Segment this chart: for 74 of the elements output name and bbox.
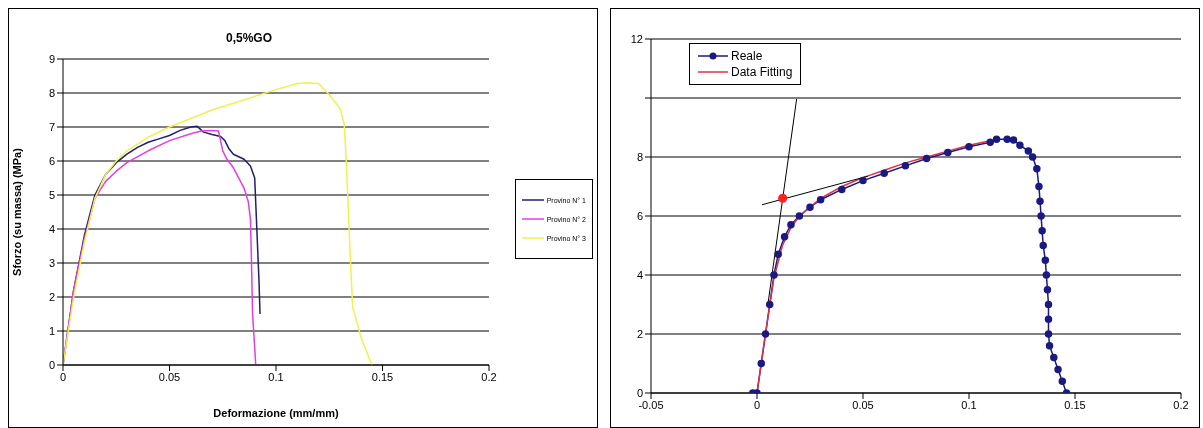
x-tick-label: 0.15 <box>371 370 394 383</box>
point <box>1016 141 1024 149</box>
point <box>795 212 804 220</box>
point <box>1054 365 1062 374</box>
y-tick-label: 2 <box>48 290 55 303</box>
point <box>1045 342 1054 350</box>
point <box>816 196 825 204</box>
y-tick-label: 4 <box>48 222 55 235</box>
y-tick-label: 8 <box>636 150 643 163</box>
point <box>1044 315 1053 323</box>
point <box>1028 153 1037 161</box>
point <box>787 221 795 229</box>
x-tick-label: -0.05 <box>638 398 664 411</box>
y-tick-label: 5 <box>48 188 55 201</box>
x-tick-label: 0.05 <box>852 398 874 411</box>
point <box>1038 227 1046 235</box>
x-tick-label: 0.1 <box>961 398 977 411</box>
point <box>901 162 910 170</box>
y-tick-label: 6 <box>48 154 55 167</box>
x-tick-label: 0.05 <box>158 370 181 383</box>
chart-title: 0,5%GO <box>225 31 273 45</box>
y-tick-label: 9 <box>48 52 55 65</box>
point <box>965 142 973 151</box>
point <box>1044 330 1053 338</box>
legend-label: Data Fitting <box>731 65 793 79</box>
point <box>1035 182 1043 191</box>
line-series <box>63 82 373 365</box>
point <box>944 148 952 157</box>
point <box>1036 197 1044 205</box>
legend-label: Reale <box>731 49 763 63</box>
y-tick-label: 4 <box>636 268 643 281</box>
point <box>761 330 770 338</box>
x-tick-label: 0 <box>753 398 761 411</box>
y-tick-label: 3 <box>48 256 55 269</box>
x-tick-label: 0.2 <box>1173 398 1189 411</box>
x-axis-title: Deformazione (mm/mm) <box>213 406 339 419</box>
y-tick-label: 12 <box>630 32 643 45</box>
point <box>1058 377 1067 385</box>
x-tick-label: 0.1 <box>268 370 284 383</box>
point <box>774 250 782 259</box>
y-tick-label: 0 <box>48 358 55 371</box>
point <box>1044 300 1053 309</box>
x-tick-label: 0 <box>59 370 67 383</box>
point <box>757 359 765 368</box>
point <box>1033 165 1041 173</box>
y-tick-label: 1 <box>48 324 55 337</box>
x-tick-label: 0.15 <box>1064 398 1086 411</box>
y-tick-label: 2 <box>636 327 643 340</box>
y-tick-label: 7 <box>48 120 55 133</box>
y-axis-title: Sforzo (su massa) (MPa) <box>10 147 23 276</box>
point <box>1039 241 1047 250</box>
x-tick-label: 0.2 <box>481 370 497 383</box>
point <box>806 203 814 211</box>
point <box>880 169 888 177</box>
point <box>1037 212 1045 220</box>
point <box>1024 147 1033 155</box>
point <box>1050 353 1058 362</box>
point <box>922 154 931 163</box>
point <box>1043 286 1052 294</box>
y-tick-label: 8 <box>48 86 55 99</box>
point <box>765 300 774 309</box>
point <box>1009 136 1018 144</box>
point <box>1041 256 1050 264</box>
point <box>986 138 994 146</box>
point <box>770 271 778 279</box>
y-tick-label: 6 <box>636 209 643 222</box>
point <box>992 135 1001 144</box>
point <box>1003 135 1011 144</box>
point <box>780 232 789 241</box>
y-tick-label: 0 <box>636 386 643 399</box>
point <box>859 176 867 185</box>
point <box>1042 271 1051 279</box>
point <box>838 185 846 194</box>
point <box>778 193 788 203</box>
